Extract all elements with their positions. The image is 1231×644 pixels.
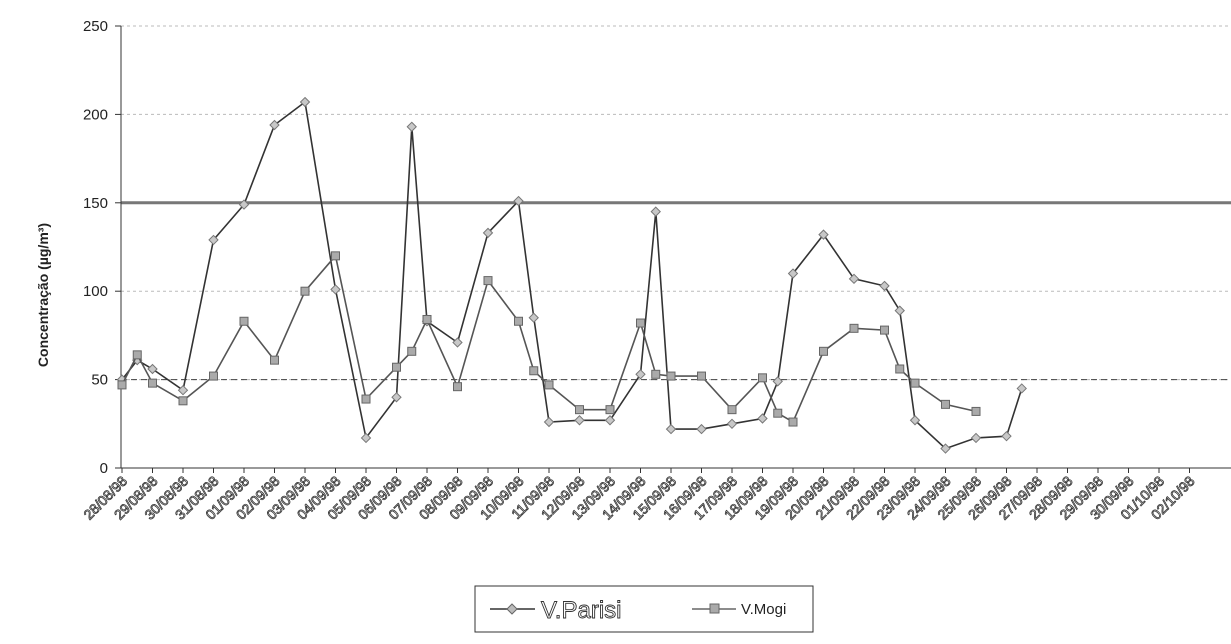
- data-point-v-parisi: [330, 284, 341, 295]
- data-point-v-mogi: [453, 382, 462, 392]
- data-point-v-mogi: [895, 364, 905, 374]
- y-tick-label: 250: [83, 18, 108, 35]
- data-point-v-parisi: [528, 312, 539, 323]
- data-point-v-parisi: [452, 337, 463, 348]
- data-point-v-mogi: [651, 369, 661, 379]
- data-point-v-mogi: [727, 405, 737, 415]
- y-axis-label: Concentração (µg/m³): [35, 223, 51, 367]
- data-point-v-mogi: [178, 396, 188, 406]
- grid-layer: [121, 25, 1231, 381]
- data-point-v-mogi: [605, 405, 615, 415]
- data-point-v-mogi: [544, 380, 554, 390]
- data-point-v-mogi: [392, 362, 401, 372]
- data-point-v-parisi: [360, 432, 372, 444]
- data-point-v-parisi: [406, 121, 417, 132]
- y-tick-label: 100: [83, 283, 108, 300]
- data-point-v-parisi: [574, 415, 585, 426]
- data-point-v-parisi: [147, 363, 158, 375]
- legend-marker-v-parisi: [506, 603, 518, 615]
- data-point-v-mogi: [270, 355, 279, 365]
- data-point-v-mogi: [849, 323, 859, 333]
- data-point-v-mogi: [910, 378, 920, 388]
- data-point-v-mogi: [422, 314, 432, 324]
- data-point-v-mogi: [300, 286, 310, 296]
- data-point-v-parisi: [650, 206, 661, 217]
- y-tick-label: 150: [83, 195, 108, 212]
- axis-layer: 0 50 100 150 200 250: [83, 18, 1231, 477]
- data-point-v-parisi: [909, 415, 921, 426]
- legend-label-v-mogi: V.Mogi: [741, 601, 786, 618]
- data-point-v-mogi: [117, 380, 127, 390]
- data-point-v-parisi: [940, 443, 951, 454]
- legend: V.Parisi V.Mogi: [474, 585, 814, 633]
- data-point-v-parisi: [299, 96, 311, 108]
- legend-label-v-parisi: V.Parisi: [541, 597, 621, 624]
- series-line-v-mogi: [121, 254, 977, 424]
- data-point-v-parisi: [1016, 383, 1027, 394]
- data-point-v-mogi: [788, 417, 798, 427]
- data-point-v-parisi: [604, 415, 616, 426]
- x-tick-labels: 28/08/9829/08/9830/08/9831/08/9801/09/98…: [80, 472, 1198, 523]
- y-tick-label: 200: [83, 106, 108, 123]
- data-point-v-mogi: [483, 276, 493, 286]
- data-point-v-mogi: [575, 405, 584, 415]
- data-point-v-mogi: [529, 366, 539, 376]
- data-point-v-mogi: [666, 371, 676, 381]
- data-point-v-mogi: [636, 318, 645, 328]
- data-point-v-mogi: [971, 406, 981, 416]
- data-point-v-parisi: [177, 385, 189, 396]
- data-point-v-parisi: [879, 280, 890, 292]
- data-point-v-parisi: [787, 268, 799, 279]
- data-point-v-mogi: [132, 350, 142, 360]
- data-point-v-mogi: [239, 316, 249, 326]
- data-point-v-parisi: [665, 423, 677, 435]
- data-point-v-mogi: [209, 371, 218, 381]
- y-tick-label: 50: [91, 372, 108, 389]
- data-point-v-parisi: [391, 392, 402, 403]
- data-point-v-parisi: [482, 227, 494, 239]
- y-tick-label: 0: [100, 460, 108, 477]
- data-point-v-parisi: [269, 119, 280, 131]
- data-point-v-parisi: [726, 418, 738, 430]
- data-point-v-mogi: [361, 394, 371, 404]
- data-point-v-mogi: [514, 316, 523, 326]
- data-point-v-mogi: [697, 371, 706, 381]
- series-line-v-parisi: [121, 100, 1023, 450]
- data-point-v-mogi: [148, 378, 157, 388]
- data-point-v-mogi: [941, 399, 950, 409]
- data-point-v-parisi: [818, 229, 829, 240]
- data-point-v-parisi: [970, 432, 982, 444]
- data-point-v-parisi: [635, 369, 646, 380]
- data-point-v-parisi: [848, 273, 860, 285]
- data-point-v-parisi: [894, 305, 905, 316]
- data-point-v-parisi: [757, 413, 768, 424]
- data-point-v-mogi: [758, 373, 767, 383]
- data-point-v-parisi: [208, 234, 219, 246]
- data-point-v-parisi: [772, 376, 783, 387]
- data-point-v-parisi: [513, 195, 524, 207]
- data-point-v-mogi: [773, 408, 783, 418]
- data-point-v-parisi: [238, 199, 250, 210]
- legend-marker-v-mogi: [709, 603, 720, 614]
- data-point-v-mogi: [880, 325, 889, 335]
- data-point-v-mogi: [331, 251, 340, 261]
- data-point-v-mogi: [407, 346, 417, 356]
- data-point-v-mogi: [819, 346, 828, 356]
- series-layer: [116, 96, 1027, 454]
- data-point-v-parisi: [1001, 430, 1012, 442]
- data-point-v-parisi: [696, 423, 707, 435]
- data-point-v-parisi: [543, 416, 555, 428]
